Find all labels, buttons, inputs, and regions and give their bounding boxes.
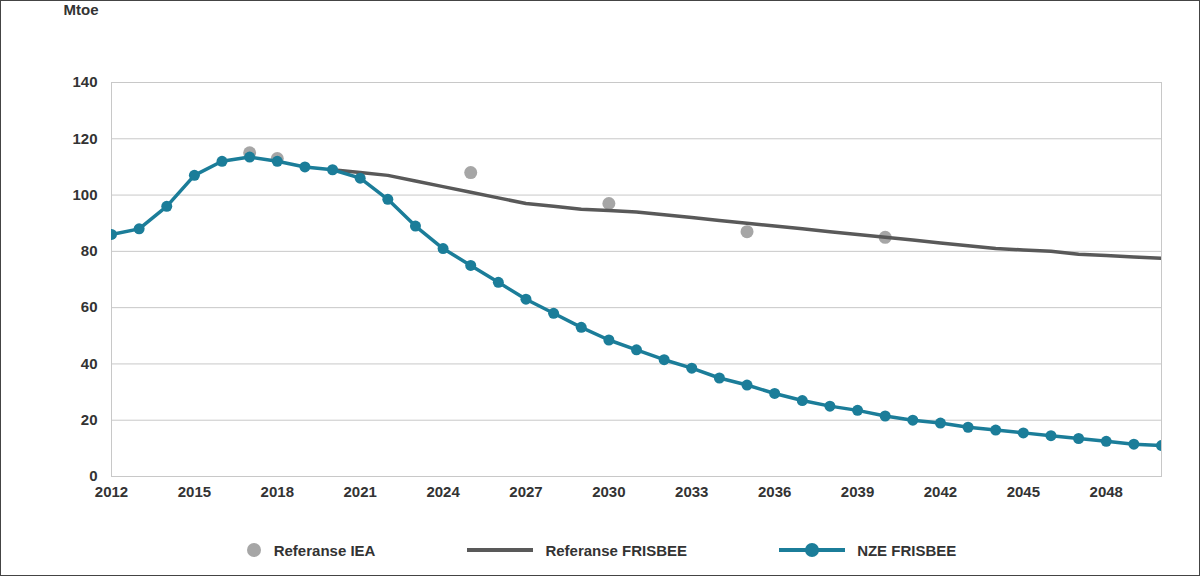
svg-text:80: 80	[81, 242, 98, 259]
svg-text:0: 0	[89, 467, 97, 484]
html-text:NZE FRISBEE: NZE FRISBEE	[857, 541, 957, 559]
svg-text:20: 20	[81, 411, 98, 428]
html-text:Referanse IEA: Referanse IEA	[273, 541, 376, 559]
svg-text:2024: 2024	[426, 483, 460, 500]
svg-text:Mtoe: Mtoe	[64, 1, 99, 18]
html-text:Referanse FRISBEE: Referanse FRISBEE	[545, 541, 688, 559]
svg-text:2033: 2033	[675, 483, 708, 500]
svg-text:60: 60	[81, 298, 98, 315]
svg-text:2048: 2048	[1090, 483, 1123, 500]
svg-text:2021: 2021	[343, 483, 376, 500]
svg-text:2036: 2036	[758, 483, 791, 500]
svg-text:40: 40	[81, 355, 98, 372]
svg-text:2012: 2012	[95, 483, 128, 500]
svg-text:2027: 2027	[509, 483, 542, 500]
svg-text:120: 120	[72, 130, 97, 147]
svg-text:2030: 2030	[592, 483, 625, 500]
svg-text:2042: 2042	[924, 483, 957, 500]
svg-text:100: 100	[72, 186, 97, 203]
svg-text:2018: 2018	[261, 483, 294, 500]
svg-text:2015: 2015	[178, 483, 211, 500]
svg-text:2039: 2039	[841, 483, 874, 500]
svg-text:2045: 2045	[1007, 483, 1040, 500]
svg-text:140: 140	[72, 73, 97, 90]
